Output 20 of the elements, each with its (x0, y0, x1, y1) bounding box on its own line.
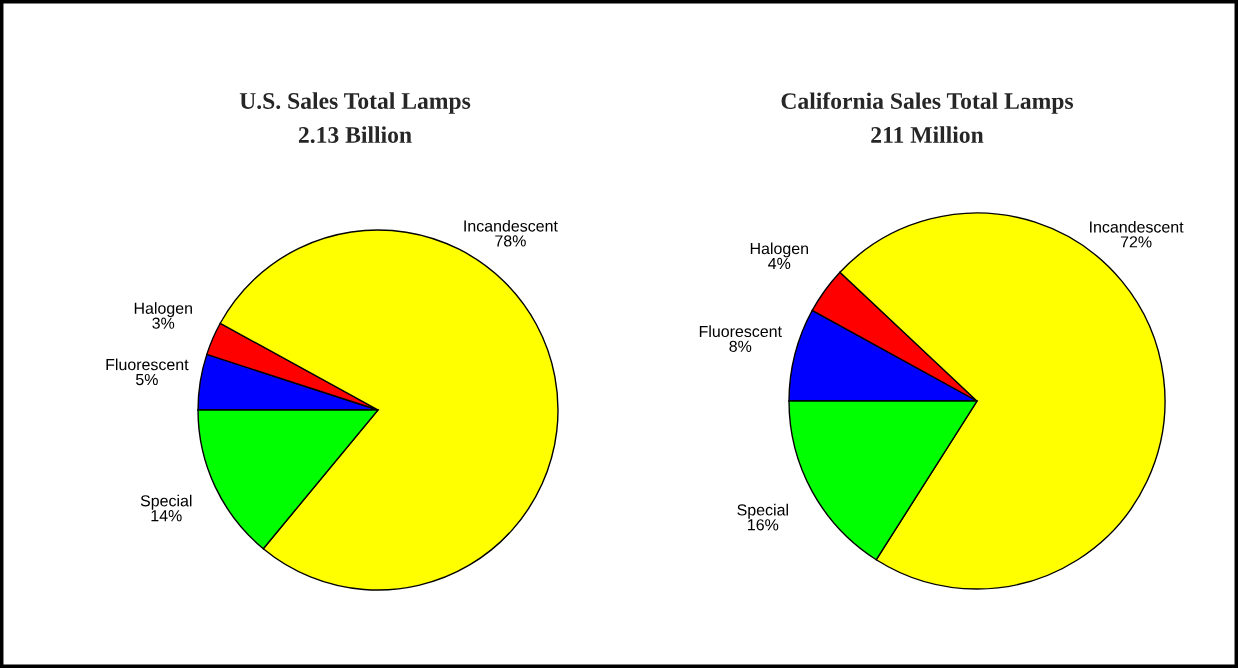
slice-label: Fluorescent (699, 325, 782, 338)
chart-title: U.S. Sales Total Lamps (239, 92, 471, 114)
slice-label: Special (140, 494, 192, 510)
data-label: 78% (495, 235, 526, 247)
data-label: 8% (729, 340, 752, 352)
slice-label: Special (737, 503, 788, 519)
data-label: 5% (135, 373, 158, 386)
chart-subtitle: 211 Million (871, 126, 984, 143)
slice-label: Incandescent (464, 219, 558, 232)
slice-label: Fluorescent (106, 358, 189, 371)
data-label: 16% (748, 519, 779, 531)
slice-label: Incandescent (1090, 220, 1184, 233)
chart-subtitle: 2.13 Billion (298, 126, 412, 144)
data-label: 3% (152, 317, 175, 329)
chart-title: California Sales Total Lamps (781, 92, 1074, 114)
slice-label: Halogen (134, 302, 192, 318)
data-label: 14% (151, 510, 182, 522)
data-label: 4% (768, 257, 791, 270)
data-label: 72% (1120, 236, 1152, 248)
slice-label: Halogen (750, 242, 808, 258)
